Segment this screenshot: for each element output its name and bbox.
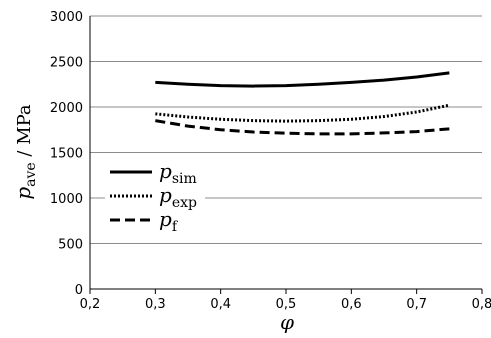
- x-tick-label: 0,5: [276, 297, 297, 312]
- y-axis-label: pave / MPa: [11, 104, 39, 200]
- y-tick-label: 500: [58, 238, 83, 253]
- x-tick-label: 0,2: [80, 297, 101, 312]
- x-tick-label: 0,6: [341, 297, 362, 312]
- series-lines: [155, 71, 450, 136]
- legend-label-exp: pexp: [159, 183, 197, 211]
- y-tick-label: 3000: [50, 10, 83, 25]
- x-tick-labels: 0,2 0,3 0,4 0,5 0,6 0,7 0,8: [80, 297, 491, 312]
- series-line-sim: [155, 71, 450, 88]
- y-tick-labels: 0 500 1000 1500 2000 2500 3000: [50, 10, 83, 298]
- series-line-f: [155, 119, 450, 136]
- legend-label-sim: psim: [159, 159, 197, 187]
- x-tick-label: 0,7: [406, 297, 427, 312]
- x-tick-label: 0,4: [210, 297, 231, 312]
- y-axis-label-unit: / MPa: [14, 104, 35, 162]
- y-axis-label-sub: ave: [23, 162, 39, 187]
- y-tick-label: 2000: [50, 101, 83, 116]
- legend: psim pexp pf: [105, 158, 205, 240]
- legend-label-f: pf: [159, 207, 179, 235]
- y-tick-label: 2500: [50, 56, 83, 71]
- x-tick-label: 0,8: [472, 297, 491, 312]
- y-tick-label: 1500: [50, 147, 83, 162]
- y-tick-label: 0: [75, 283, 83, 298]
- x-axis-label: φ: [280, 310, 294, 334]
- y-tick-label: 1000: [50, 192, 83, 207]
- x-tick-label: 0,3: [145, 297, 166, 312]
- axes: [89, 16, 483, 294]
- series-line-exp: [155, 103, 450, 123]
- y-axis-label-main: p: [11, 187, 35, 200]
